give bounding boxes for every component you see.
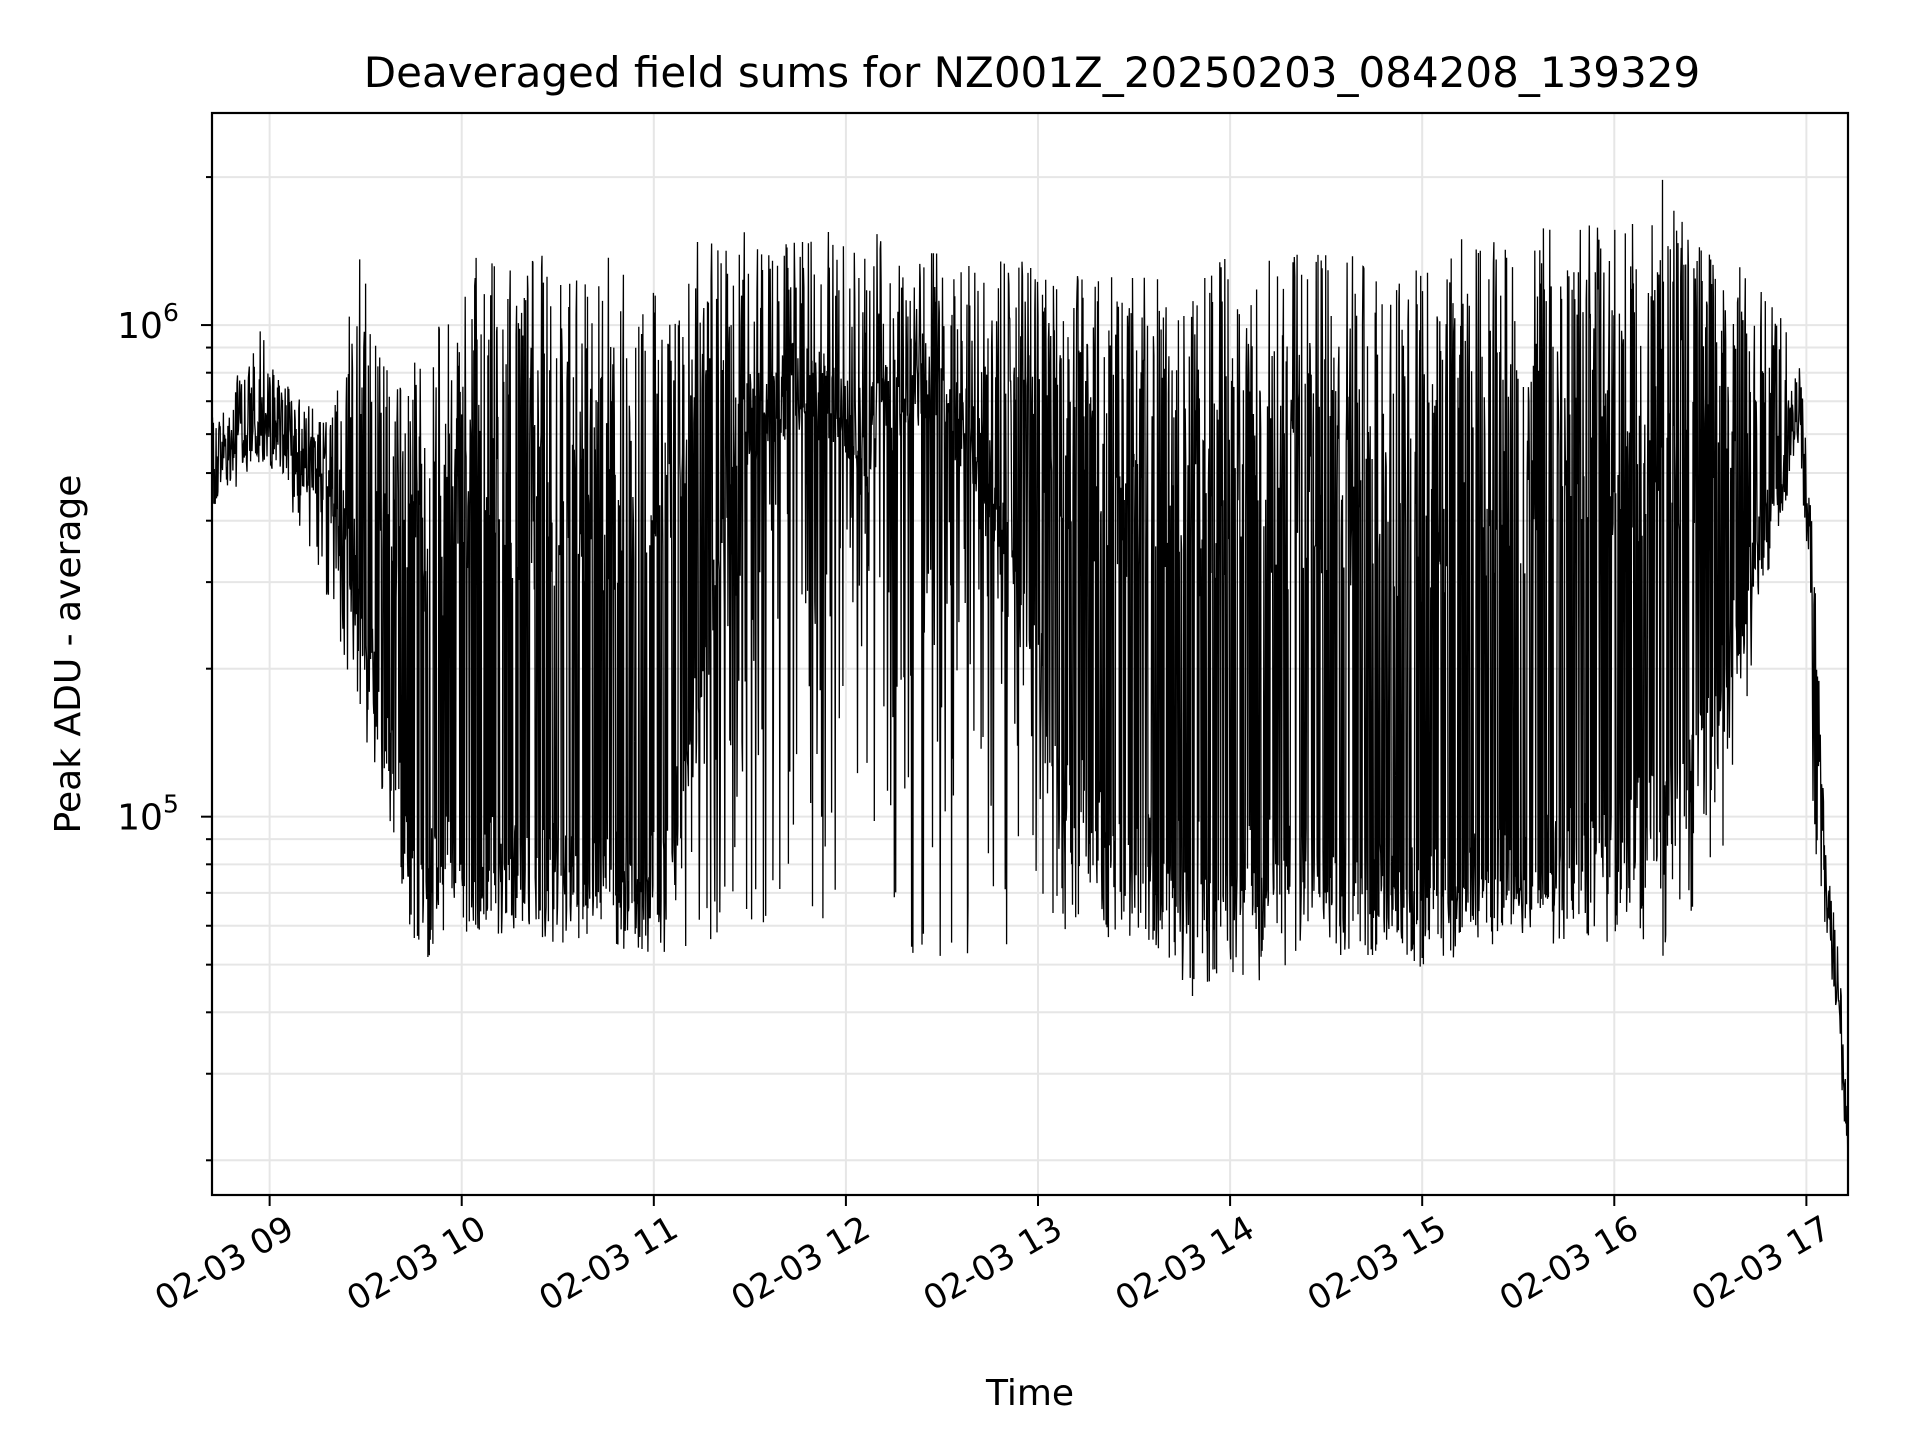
x-tick-label: 02-03 12 [725,1208,877,1319]
x-tick-label: 02-03 11 [533,1208,685,1319]
x-tick-label: 02-03 17 [1685,1208,1837,1319]
x-axis: 02-03 09 02-03 10 02-03 11 02-03 12 02-03 13… [148,1195,1837,1319]
y-tick-label: 106 [117,298,179,347]
x-tick-label: 02-03 10 [340,1208,492,1319]
x-tick-label: 02-03 14 [1109,1208,1261,1319]
plot-frame [210,111,1850,1197]
x-tick-label: 02-03 09 [148,1208,300,1319]
y-axis-label: Peak ADU - average [48,475,89,834]
y-axis: 105 106 [117,176,212,1162]
y-tick-label: 105 [117,790,179,839]
x-axis-label: Time [985,1373,1074,1414]
x-tick-label: 02-03 16 [1493,1208,1645,1319]
x-tick-label: 02-03 13 [917,1208,1069,1319]
series-line [211,179,1849,1181]
data-layer [211,179,1849,1181]
chart-title: Deaveraged field sums for NZ001Z_2025020… [364,48,1700,97]
x-tick-label: 02-03 15 [1301,1208,1453,1319]
